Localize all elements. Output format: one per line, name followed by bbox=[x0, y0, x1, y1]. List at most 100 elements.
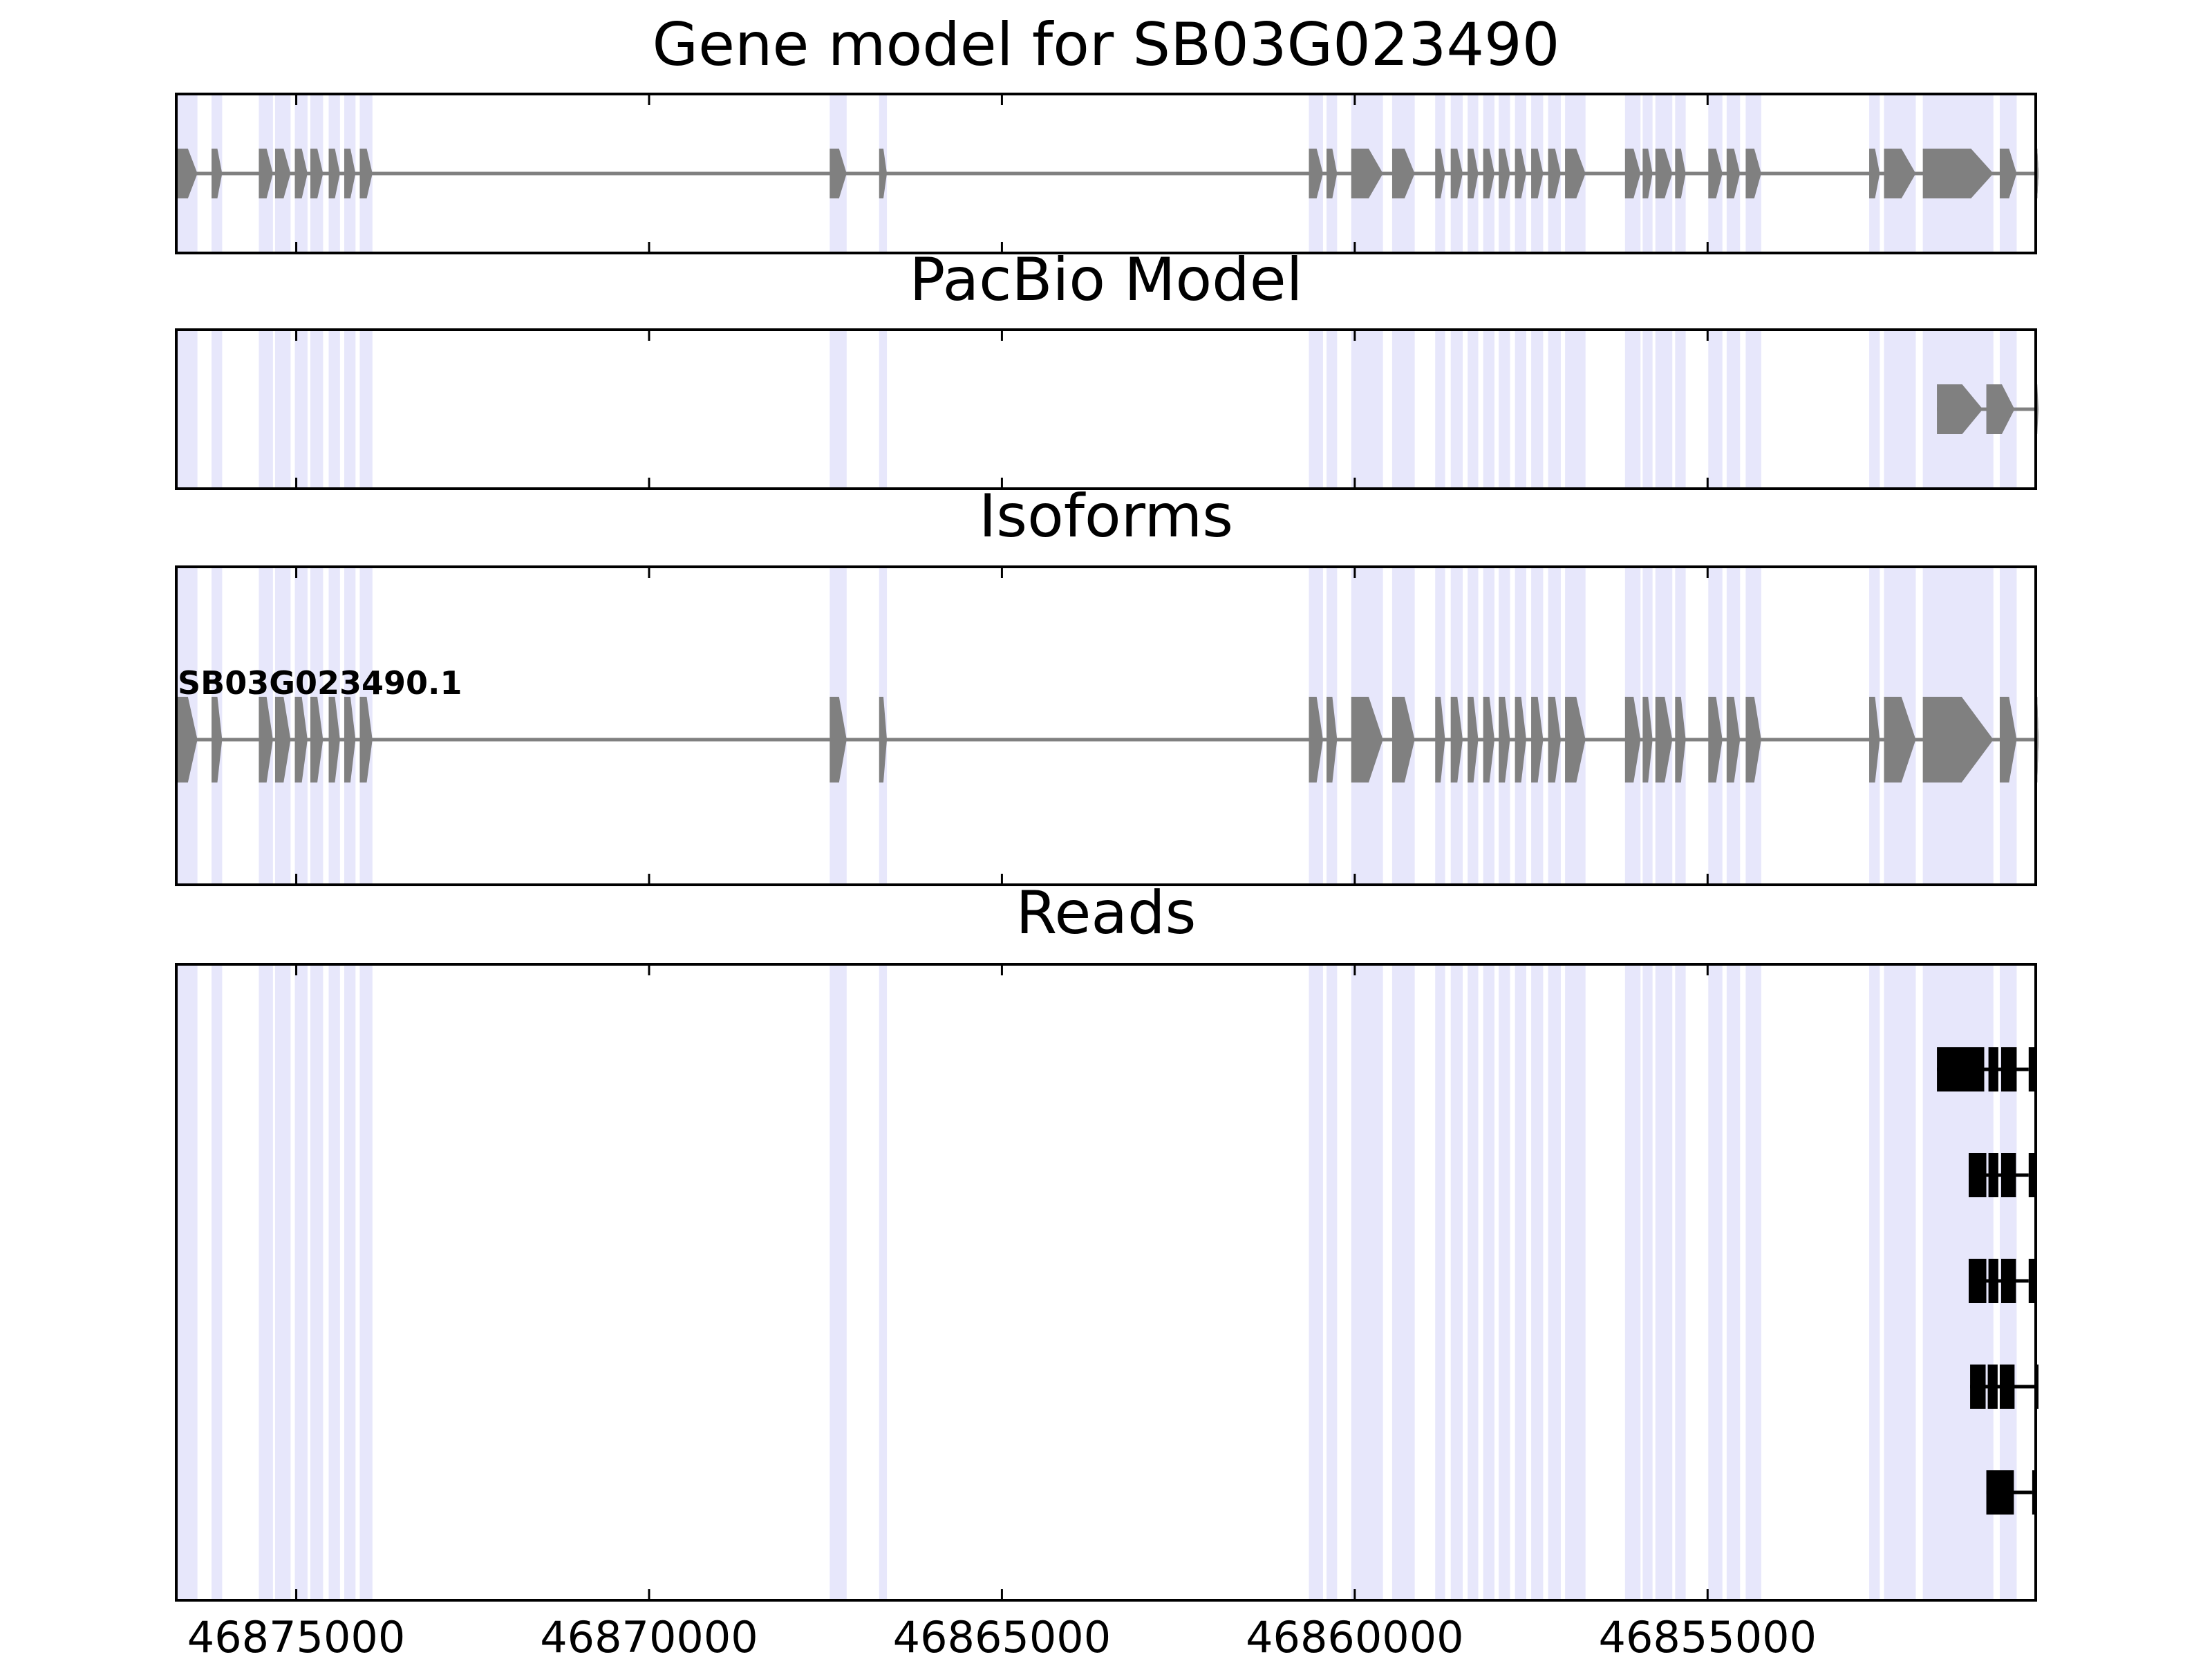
exon-highlight-band bbox=[328, 330, 340, 489]
exon bbox=[1309, 697, 1323, 782]
reads-track bbox=[1937, 1047, 2038, 1515]
exon bbox=[2032, 1470, 2036, 1515]
panel-frame bbox=[175, 565, 2037, 886]
exon bbox=[1884, 149, 1916, 198]
x-tick-label: 46865000 bbox=[893, 1612, 1112, 1659]
exon-highlight-band bbox=[1483, 964, 1494, 1600]
exon bbox=[1642, 149, 1653, 198]
exon bbox=[830, 697, 847, 782]
exon bbox=[176, 149, 198, 198]
x-tick-label: 46870000 bbox=[540, 1612, 758, 1659]
exon-highlight-band bbox=[830, 330, 847, 489]
x-tick-marks bbox=[295, 330, 1709, 489]
exon bbox=[1869, 697, 1880, 782]
highlight-shading bbox=[176, 330, 2037, 489]
exon bbox=[1435, 697, 1445, 782]
exon-highlight-band bbox=[1327, 964, 1338, 1600]
exon-highlight-band bbox=[1468, 964, 1479, 1600]
exon-highlight-band bbox=[1309, 964, 1323, 1600]
exon-highlight-band bbox=[1531, 964, 1544, 1600]
exon bbox=[879, 149, 888, 198]
exon bbox=[1970, 1365, 1986, 1409]
exon bbox=[259, 149, 273, 198]
exon-highlight-band bbox=[1450, 964, 1463, 1600]
exon-highlight-band bbox=[1624, 964, 1641, 1600]
exon-highlight-band bbox=[1435, 964, 1445, 1600]
exon-highlight-band bbox=[879, 964, 888, 1600]
exon bbox=[359, 149, 373, 198]
panel-frame bbox=[175, 328, 2037, 490]
exon-highlight-band bbox=[1548, 330, 1561, 489]
exon bbox=[2000, 1153, 2016, 1197]
exon bbox=[1468, 697, 1479, 782]
exon-highlight-band bbox=[1499, 330, 1510, 489]
panel-title-gene-model: Gene model for SB03G023490 bbox=[653, 10, 1560, 79]
exon bbox=[1548, 149, 1561, 198]
isoforms-track bbox=[176, 697, 2038, 782]
exon bbox=[310, 697, 324, 782]
exon-highlight-band bbox=[274, 964, 291, 1600]
exon bbox=[1675, 149, 1686, 198]
exon-highlight-band bbox=[1655, 964, 1673, 1600]
exon bbox=[274, 149, 291, 198]
exon-highlight-band bbox=[344, 330, 356, 489]
exon bbox=[1922, 697, 1994, 782]
exon bbox=[1655, 149, 1673, 198]
highlight-shading bbox=[176, 964, 2037, 1600]
exon bbox=[1988, 1047, 1998, 1091]
exon-highlight-band bbox=[328, 964, 340, 1600]
exon bbox=[1499, 149, 1510, 198]
exon bbox=[830, 149, 847, 198]
exon bbox=[1642, 697, 1653, 782]
exon-highlight-band bbox=[294, 330, 308, 489]
exon bbox=[1675, 697, 1686, 782]
isoform-label: SB03G023490.1 bbox=[178, 664, 462, 702]
exon bbox=[1351, 149, 1383, 198]
exon-highlight-band bbox=[1435, 330, 1445, 489]
exon-highlight-band bbox=[1351, 964, 1383, 1600]
exon-highlight-band bbox=[1515, 964, 1526, 1600]
exon-highlight-band bbox=[879, 330, 888, 489]
exon-highlight-band bbox=[1468, 330, 1479, 489]
panel-title-reads: Reads bbox=[1016, 879, 1197, 948]
exon-highlight-band bbox=[1726, 964, 1741, 1600]
exon bbox=[1391, 697, 1415, 782]
exon bbox=[1745, 149, 1761, 198]
exon-highlight-band bbox=[1884, 330, 1916, 489]
exon bbox=[294, 697, 308, 782]
exon bbox=[1745, 697, 1761, 782]
exon-highlight-band bbox=[359, 964, 373, 1600]
exon-highlight-band bbox=[1624, 330, 1641, 489]
x-tick-marks bbox=[295, 94, 1709, 253]
exon-highlight-band bbox=[310, 330, 324, 489]
exon-highlight-band bbox=[1391, 330, 1415, 489]
panel-frame bbox=[175, 963, 2037, 1602]
exon-highlight-band bbox=[1548, 964, 1561, 1600]
x-tick-marks bbox=[295, 567, 1709, 885]
exon-highlight-band bbox=[294, 964, 308, 1600]
exon-highlight-band bbox=[1655, 330, 1673, 489]
exon bbox=[879, 697, 888, 782]
exon-highlight-band bbox=[1708, 330, 1723, 489]
x-tick-label: 46875000 bbox=[187, 1612, 406, 1659]
exon-highlight-band bbox=[1869, 330, 1880, 489]
exon bbox=[1988, 1153, 1998, 1197]
exon bbox=[1937, 384, 1983, 434]
exon-highlight-band bbox=[259, 330, 273, 489]
exon bbox=[359, 697, 373, 782]
exon-highlight-band bbox=[830, 964, 847, 1600]
exon bbox=[1483, 697, 1494, 782]
exon-highlight-band bbox=[259, 964, 273, 1600]
exon bbox=[1468, 149, 1479, 198]
exon bbox=[259, 697, 273, 782]
exon bbox=[1986, 1470, 2014, 1515]
exon-highlight-band bbox=[176, 964, 198, 1600]
exon bbox=[1548, 697, 1561, 782]
panel-isoforms: Isoforms SB03G023490.1 bbox=[175, 482, 2038, 886]
gene-model-track bbox=[176, 149, 2038, 198]
exon-highlight-band bbox=[1309, 330, 1323, 489]
exon bbox=[1435, 149, 1445, 198]
exon bbox=[212, 149, 223, 198]
exon bbox=[1708, 697, 1723, 782]
